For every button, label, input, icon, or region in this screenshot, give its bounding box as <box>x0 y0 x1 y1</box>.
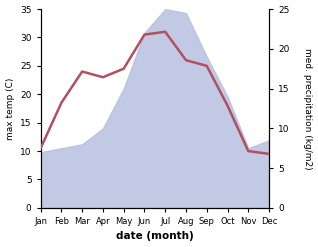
X-axis label: date (month): date (month) <box>116 231 194 242</box>
Y-axis label: med. precipitation (kg/m2): med. precipitation (kg/m2) <box>303 48 313 169</box>
Y-axis label: max temp (C): max temp (C) <box>5 77 15 140</box>
